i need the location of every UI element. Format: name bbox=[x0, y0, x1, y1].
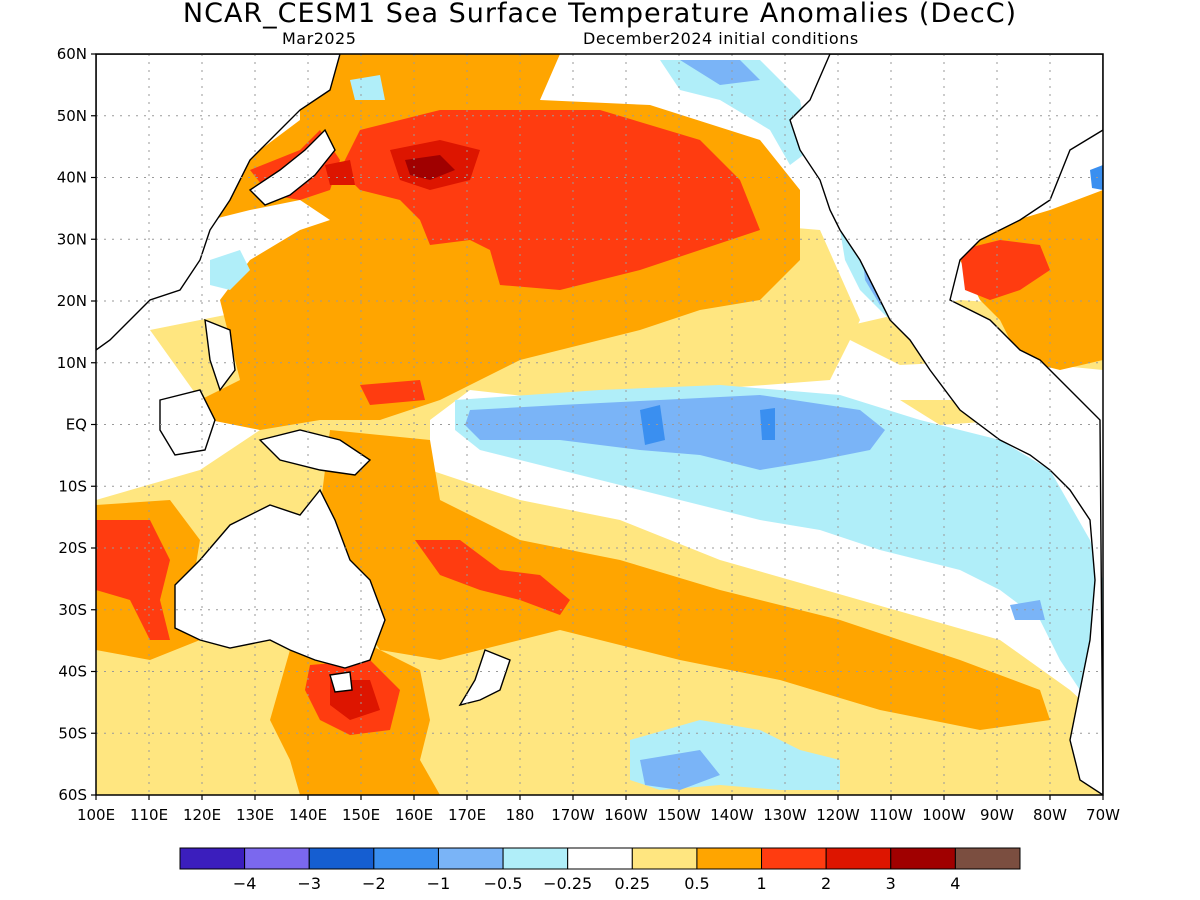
latitude-label: 10N bbox=[57, 354, 87, 372]
longitude-label: 160E bbox=[395, 806, 433, 824]
latitude-label: 30N bbox=[57, 230, 87, 248]
latitude-label: 10S bbox=[58, 477, 87, 495]
landmass-asia bbox=[96, 54, 341, 351]
colorbar: −4 −3 −2 −1 −0.5 −0.25 0.25 0.5 1 2 3 4 bbox=[179, 847, 1021, 893]
landmass-japan bbox=[248, 128, 336, 206]
latitude-label: 40S bbox=[58, 663, 87, 681]
longitude-label: 170W bbox=[551, 806, 595, 824]
colorbar-swatch bbox=[696, 847, 763, 870]
longitude-label: 120E bbox=[183, 806, 221, 824]
colorbar-swatch bbox=[890, 847, 956, 870]
colorbar-swatch bbox=[437, 847, 504, 870]
latitude-label: 20S bbox=[58, 539, 87, 557]
colorbar-label: 1 bbox=[756, 874, 766, 893]
longitude-label: 110E bbox=[130, 806, 168, 824]
landmass-americas bbox=[789, 54, 1103, 795]
colorbar-swatch bbox=[373, 847, 439, 870]
graticule bbox=[96, 54, 1103, 795]
longitude-label: 100E bbox=[77, 806, 115, 824]
initial-conditions-label: December2024 initial conditions bbox=[583, 29, 859, 48]
colorbar-label: −1 bbox=[427, 874, 451, 893]
colorbar-swatch bbox=[502, 847, 569, 870]
longitude-label: 100W bbox=[922, 806, 966, 824]
longitude-label: 130W bbox=[763, 806, 807, 824]
colorbar-label: 4 bbox=[950, 874, 960, 893]
map-title: NCAR_CESM1 Sea Surface Temperature Anoma… bbox=[182, 0, 1018, 29]
colorbar-label: −0.25 bbox=[543, 874, 592, 893]
latitude-label: 30S bbox=[58, 601, 87, 619]
longitude-label: 80W bbox=[1033, 806, 1067, 824]
longitude-label: 140W bbox=[710, 806, 754, 824]
colorbar-swatch bbox=[567, 847, 633, 870]
longitude-label: 110W bbox=[869, 806, 913, 824]
anomaly-shade-extreme-positive bbox=[405, 155, 455, 180]
colorbar-label: −4 bbox=[233, 874, 257, 893]
colorbar-swatch bbox=[308, 847, 375, 870]
latitude-label: 20N bbox=[57, 292, 87, 310]
landmass-new-guinea bbox=[258, 429, 372, 476]
latitude-label: 40N bbox=[57, 169, 87, 187]
longitude-axis: 100E 110E 120E 130E 140E 150E 160E 170E 180 170W 1… bbox=[77, 795, 1120, 824]
longitude-label: 120W bbox=[816, 806, 860, 824]
colorbar-label: −3 bbox=[297, 874, 321, 893]
longitude-label: 90W bbox=[980, 806, 1014, 824]
colorbar-label: 3 bbox=[886, 874, 896, 893]
landmass-borneo bbox=[159, 389, 216, 456]
longitude-label: 150W bbox=[657, 806, 701, 824]
colorbar-swatch bbox=[631, 847, 698, 870]
landmass-new-zealand bbox=[458, 649, 511, 707]
colorbar-swatch bbox=[179, 847, 246, 870]
longitude-label: 150E bbox=[342, 806, 380, 824]
coastlines bbox=[96, 54, 1103, 795]
colorbar-swatch bbox=[244, 847, 310, 870]
latitude-label: 50N bbox=[57, 107, 87, 125]
latitude-label: 50S bbox=[58, 724, 87, 742]
landmass-tasmania bbox=[329, 671, 353, 693]
latitude-label: 60S bbox=[58, 786, 87, 804]
landmass-philippines bbox=[204, 318, 236, 392]
latitude-axis: 60N 50N 40N 30N 20N 10N EQ 10S 20S 30S 40S 50S 60S bbox=[57, 45, 96, 804]
landmass-australia bbox=[174, 488, 386, 669]
longitude-label: 70W bbox=[1086, 806, 1120, 824]
colorbar-label: 2 bbox=[821, 874, 831, 893]
colorbar-label: −2 bbox=[362, 874, 386, 893]
longitude-label: 180 bbox=[506, 806, 535, 824]
colorbar-swatch bbox=[954, 847, 1021, 870]
colorbar-label: 0.25 bbox=[614, 874, 650, 893]
longitude-label: 140E bbox=[289, 806, 327, 824]
colorbar-label: −0.5 bbox=[484, 874, 523, 893]
colorbar-label: 0.5 bbox=[684, 874, 709, 893]
forecast-month-label: Mar2025 bbox=[282, 29, 357, 48]
colorbar-swatch bbox=[761, 847, 827, 870]
longitude-label: 170E bbox=[448, 806, 486, 824]
longitude-label: 130E bbox=[236, 806, 274, 824]
colorbar-swatch bbox=[825, 847, 892, 870]
latitude-label: EQ bbox=[66, 416, 87, 434]
latitude-label: 60N bbox=[57, 45, 87, 63]
longitude-label: 160W bbox=[604, 806, 648, 824]
